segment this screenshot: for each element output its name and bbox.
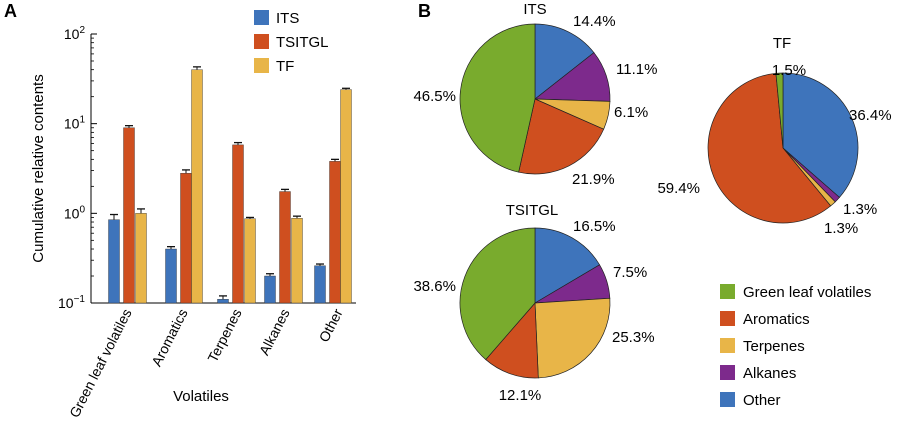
pie-slice-other — [782, 72, 859, 198]
pie-title: TSITGL — [506, 202, 559, 219]
legend-swatch-green-leaf-volatiles — [720, 284, 735, 299]
panel-a: A 10−1 100 101 102 Cumulative relative conte… — [4, 1, 356, 420]
pie-title: TF — [773, 35, 791, 52]
legend-swatch-alkanes — [720, 365, 735, 380]
panel-a-label: A — [4, 1, 17, 21]
x-tick-label: Alkanes — [256, 306, 293, 358]
bar-its-terpenes — [217, 299, 229, 304]
y-tick-label: 100 — [64, 204, 86, 221]
panel-b: B ITS 14.4% 11.1% 6.1% 21.9% 46.5% TSITGL 16.5… — [413, 1, 891, 409]
legend-label-tsitgl: TSITGL — [276, 34, 329, 51]
x-tick-label: Terpenes — [204, 306, 244, 365]
pie-slice-other — [534, 23, 595, 100]
pie-chart-tf: TF 36.4% 1.3% 1.3% 59.4% 1.5% — [657, 35, 891, 237]
x-tick-label: Aromatics — [148, 306, 191, 369]
pie-value-label: 38.6% — [413, 278, 456, 295]
legend-label-green-leaf-volatiles: Green leaf volatiles — [743, 284, 871, 301]
pie-slice-aromatics — [518, 98, 605, 175]
legend-swatch-tf — [254, 58, 269, 73]
pie-value-label: 14.4% — [573, 13, 616, 30]
bar-tsitgl-green-leaf-volatiles — [123, 127, 135, 304]
x-axis-title: Volatiles — [173, 388, 229, 405]
pie-value-label: 59.4% — [657, 180, 700, 197]
bar-its-aromatics — [165, 248, 177, 304]
pie-slice-green-leaf-volatiles — [775, 72, 784, 149]
legend-swatch-other — [720, 392, 735, 407]
pie-value-label: 21.9% — [572, 171, 615, 188]
pie-slice-green-leaf-volatiles — [459, 227, 536, 361]
bar-tf-terpenes — [244, 218, 256, 304]
y-axis-title: Cumulative relative contents — [30, 74, 47, 262]
legend-swatch-terpenes — [720, 338, 735, 353]
legend-swatch-tsitgl — [254, 34, 269, 49]
x-tick-label: Other — [316, 306, 346, 345]
pie-value-label: 6.1% — [614, 104, 648, 121]
panel-b-label: B — [418, 1, 431, 21]
legend-label-aromatics: Aromatics — [743, 311, 810, 328]
bar-tsitgl-terpenes — [232, 144, 244, 304]
pie-slice-other — [534, 227, 601, 304]
pie-value-label: 11.1% — [616, 61, 657, 78]
pie-value-label: 12.1% — [499, 387, 542, 404]
bar-tsitgl-aromatics — [180, 173, 192, 304]
pie-slice-terpenes — [534, 297, 611, 379]
pie-value-label: 1.3% — [824, 220, 858, 237]
bar-tf-aromatics — [191, 69, 203, 304]
y-tick-label: 10−1 — [58, 294, 85, 311]
pie-value-label: 46.5% — [413, 88, 456, 105]
pie-value-label: 1.5% — [772, 62, 806, 79]
x-tick-label: Green leaf volatiles — [66, 306, 135, 420]
pie-value-label: 25.3% — [612, 329, 655, 346]
legend-label-its: ITS — [276, 10, 299, 27]
pie-value-label: 36.4% — [849, 107, 892, 124]
bar-its-green-leaf-volatiles — [108, 219, 120, 304]
bar-tf-alkanes — [291, 218, 303, 304]
legend-swatch-its — [254, 10, 269, 25]
bar-chart: 10−1 100 101 102 Cumulative relative content… — [30, 10, 356, 420]
pie-value-label: 16.5% — [573, 218, 616, 235]
bar-its-alkanes — [264, 275, 276, 304]
pie-value-label: 1.3% — [843, 201, 877, 218]
pie-title: ITS — [523, 1, 546, 18]
pie-slice-green-leaf-volatiles — [459, 23, 536, 173]
bar-tf-other — [340, 89, 352, 304]
pie-chart-tsitgl: TSITGL 16.5% 7.5% 25.3% 12.1% 38.6% — [413, 202, 654, 404]
y-tick-label: 102 — [64, 25, 86, 42]
pie-value-label: 7.5% — [613, 264, 647, 281]
pie-legend: Green leaf volatiles Aromatics Terpenes Alk… — [720, 284, 871, 409]
pie-chart-its: ITS 14.4% 11.1% 6.1% 21.9% 46.5% — [413, 1, 657, 188]
bar-its-other — [314, 265, 326, 304]
legend-label-alkanes: Alkanes — [743, 365, 796, 382]
legend-label-terpenes: Terpenes — [743, 338, 805, 355]
bar-tf-green-leaf-volatiles — [135, 213, 147, 304]
y-tick-label: 101 — [64, 115, 86, 132]
legend-label-other: Other — [743, 392, 781, 409]
bar-tsitgl-alkanes — [279, 191, 291, 304]
legend-label-tf: TF — [276, 58, 294, 75]
legend-swatch-aromatics — [720, 311, 735, 326]
pie-slice-aromatics — [707, 72, 832, 224]
bar-tsitgl-other — [329, 161, 341, 304]
